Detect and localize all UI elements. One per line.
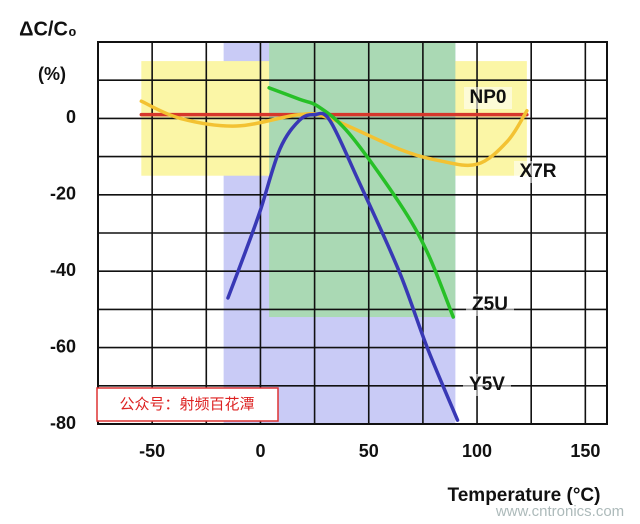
legend-label-bg <box>514 161 562 183</box>
y-tick-label: -60 <box>50 336 76 356</box>
watermark-text: 公众号：射频百花潭 <box>119 395 254 413</box>
x-tick-label: -50 <box>139 441 165 461</box>
range-band <box>269 42 456 318</box>
x-axis-label: Temperature (°C) <box>448 485 601 506</box>
x-tick-label: 150 <box>570 441 600 461</box>
series-line <box>139 99 529 168</box>
legend-label-bg <box>464 87 512 109</box>
y-axis-unit: (%) <box>38 64 66 84</box>
legend-label-bg <box>463 374 511 396</box>
series-line <box>226 111 460 422</box>
legend-label-bg <box>466 294 514 316</box>
y-tick-label: -20 <box>50 184 76 204</box>
plot-border <box>97 41 608 425</box>
legend-label: Y5V <box>469 374 505 395</box>
legend-label: Z5U <box>472 294 508 315</box>
watermark-url: www.cntronics.com <box>495 503 624 520</box>
legend-label: NP0 <box>470 87 507 108</box>
y-axis-label: ΔC/C₀ <box>19 18 77 40</box>
series-line <box>267 86 455 319</box>
y-tick-label: -80 <box>50 413 76 433</box>
watermark-box <box>96 387 279 422</box>
x-tick-label: 100 <box>462 441 492 461</box>
legend-label: X7R <box>520 161 557 182</box>
x-tick-label: 50 <box>359 441 379 461</box>
x-tick-label: 0 <box>255 441 265 461</box>
y-tick-label: -40 <box>50 260 76 280</box>
y-tick-label: 0 <box>66 107 76 127</box>
